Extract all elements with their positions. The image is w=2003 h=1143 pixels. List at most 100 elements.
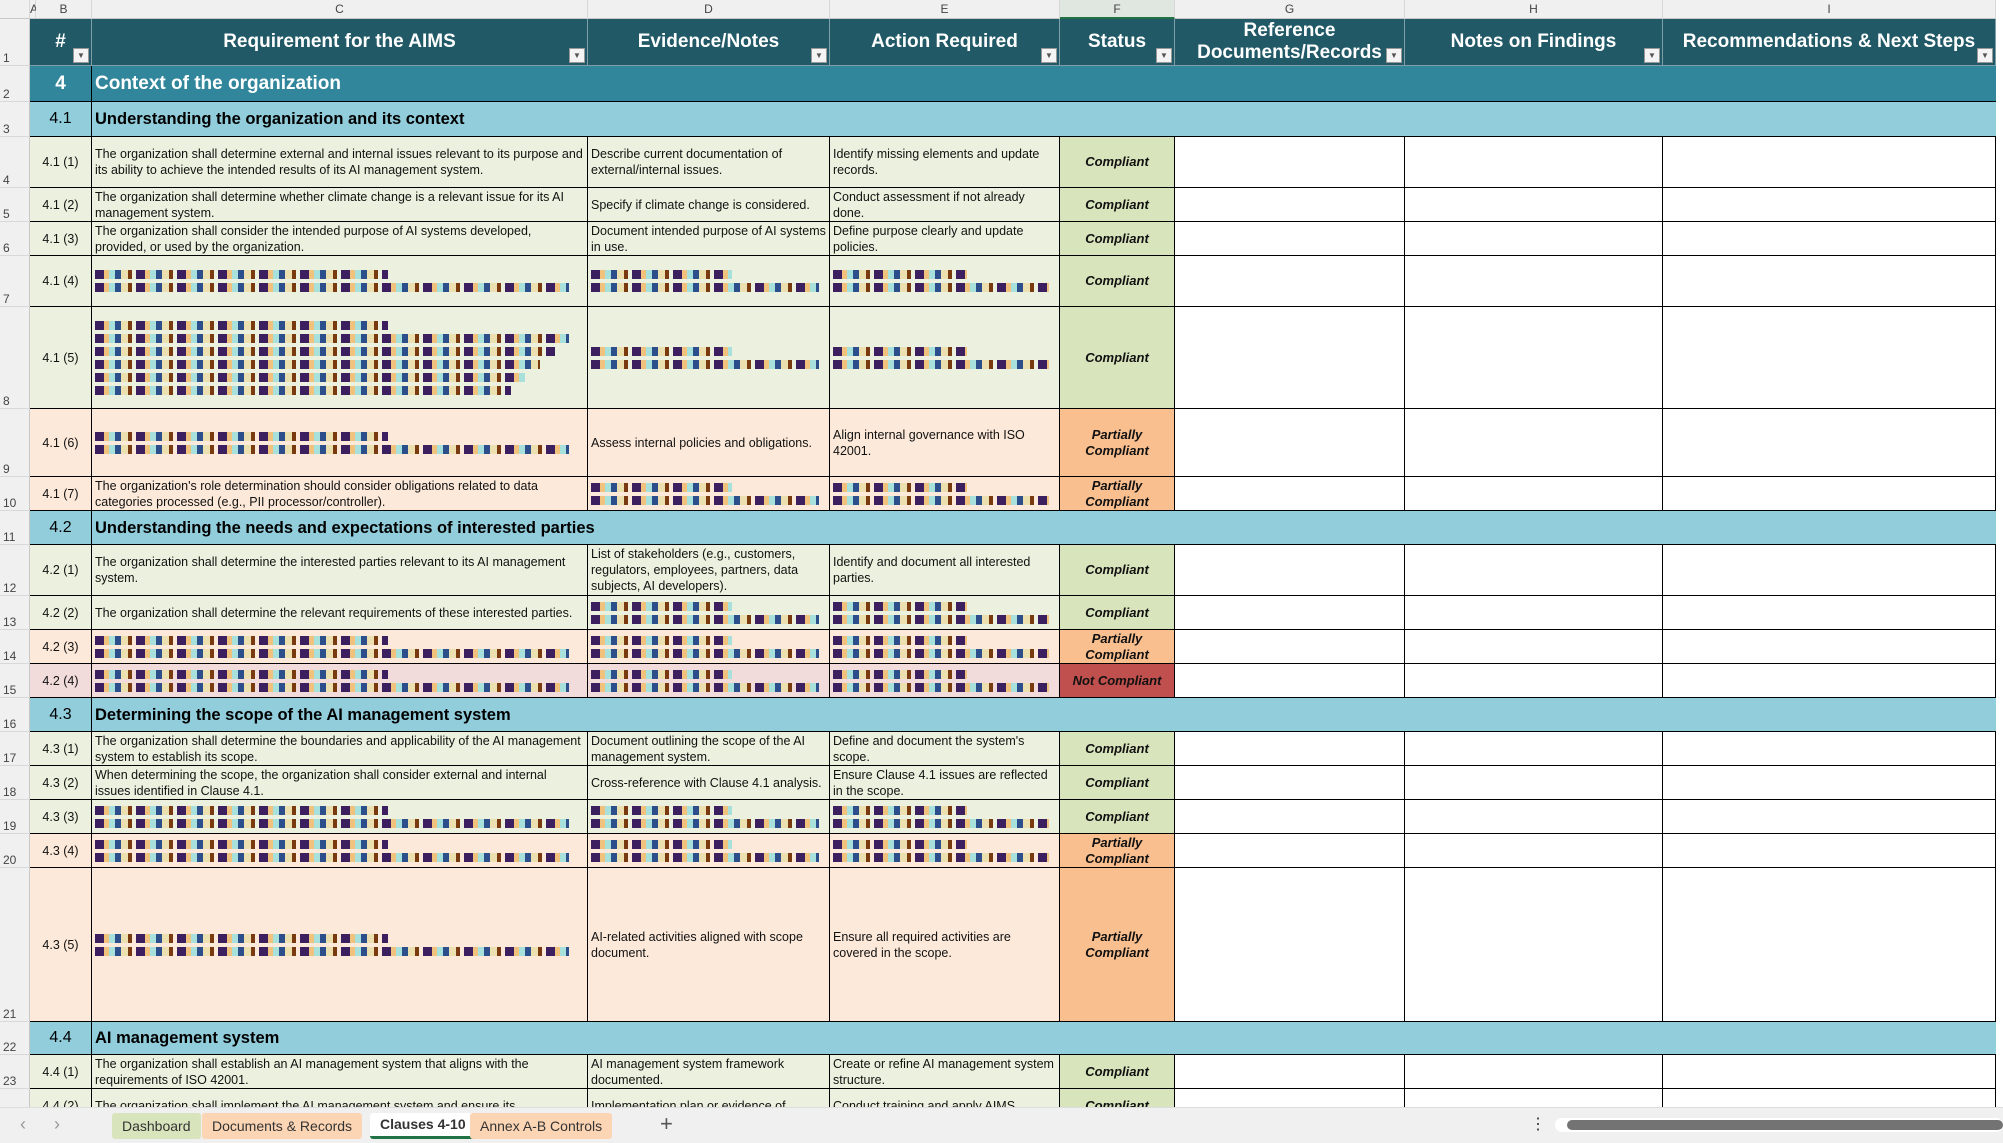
reference-cell[interactable] xyxy=(1175,664,1405,698)
evidence-cell[interactable] xyxy=(588,630,830,664)
column-header-i[interactable]: I xyxy=(1663,0,1996,19)
requirement-row[interactable]: 4.3 (1) The organization shall determine … xyxy=(30,732,1996,766)
row-header[interactable]: 23 xyxy=(0,1055,30,1089)
row-header[interactable]: 3 xyxy=(0,102,30,137)
row-header[interactable]: 17 xyxy=(0,732,30,766)
row-header[interactable]: 24 xyxy=(0,1089,30,1107)
row-header[interactable]: 15 xyxy=(0,664,30,698)
status-cell[interactable]: Compliant xyxy=(1060,1089,1175,1107)
requirement-row[interactable]: 4.1 (5) Compliant xyxy=(30,307,1996,409)
action-cell[interactable]: Ensure Clause 4.1 issues are reflected i… xyxy=(830,766,1060,800)
horizontal-scrollbar[interactable] xyxy=(1555,1118,2003,1132)
row-header[interactable]: 14 xyxy=(0,630,30,664)
requirement-cell[interactable]: When determining the scope, the organiza… xyxy=(92,766,588,800)
requirement-cell[interactable] xyxy=(92,664,588,698)
reference-cell[interactable] xyxy=(1175,307,1405,409)
status-cell[interactable]: Partially Compliant xyxy=(1060,409,1175,477)
recommendations-cell[interactable] xyxy=(1663,1089,1996,1107)
action-cell[interactable]: Define purpose clearly and update polici… xyxy=(830,222,1060,256)
status-cell[interactable]: Compliant xyxy=(1060,766,1175,800)
row-header[interactable]: 11 xyxy=(0,511,30,545)
reference-cell[interactable] xyxy=(1175,800,1405,834)
status-cell[interactable]: Compliant xyxy=(1060,800,1175,834)
requirement-cell[interactable]: The organization shall establish an AI m… xyxy=(92,1055,588,1089)
dropdown-arrow-icon[interactable]: ▼ xyxy=(1041,48,1057,63)
reference-cell[interactable] xyxy=(1175,409,1405,477)
action-cell[interactable]: Conduct assessment if not already done. xyxy=(830,188,1060,222)
dropdown-arrow-icon[interactable]: ▼ xyxy=(1644,48,1660,63)
dropdown-arrow-icon[interactable]: ▼ xyxy=(569,48,585,63)
recommendations-cell[interactable] xyxy=(1663,664,1996,698)
row-header[interactable]: 1 xyxy=(0,19,30,66)
recommendations-cell[interactable] xyxy=(1663,630,1996,664)
status-cell[interactable]: Compliant xyxy=(1060,188,1175,222)
findings-cell[interactable] xyxy=(1405,1089,1663,1107)
action-cell[interactable]: Align internal governance with ISO 42001… xyxy=(830,409,1060,477)
action-cell[interactable]: Ensure all required activities are cover… xyxy=(830,868,1060,1022)
action-cell[interactable]: Identify and document all interested par… xyxy=(830,545,1060,596)
requirement-cell[interactable]: The organization's role determination sh… xyxy=(92,477,588,511)
recommendations-cell[interactable] xyxy=(1663,1055,1996,1089)
status-cell[interactable]: Compliant xyxy=(1060,1055,1175,1089)
action-cell[interactable] xyxy=(830,800,1060,834)
sheet-tab[interactable]: Dashboard xyxy=(112,1113,201,1139)
recommendations-cell[interactable] xyxy=(1663,409,1996,477)
action-cell[interactable] xyxy=(830,596,1060,630)
reference-cell[interactable] xyxy=(1175,1089,1405,1107)
status-cell[interactable]: Partially Compliant xyxy=(1060,630,1175,664)
row-header[interactable]: 6 xyxy=(0,222,30,256)
recommendations-cell[interactable] xyxy=(1663,477,1996,511)
evidence-cell[interactable] xyxy=(588,256,830,307)
requirement-row[interactable]: 4.2 (1) The organization shall determine … xyxy=(30,545,1996,596)
findings-cell[interactable] xyxy=(1405,766,1663,800)
subsection-row[interactable]: 4.4 AI management system xyxy=(30,1022,1996,1055)
requirement-cell[interactable] xyxy=(92,307,588,409)
findings-cell[interactable] xyxy=(1405,409,1663,477)
requirement-cell[interactable] xyxy=(92,868,588,1022)
column-header-f[interactable]: F xyxy=(1060,0,1175,19)
requirement-cell[interactable] xyxy=(92,256,588,307)
evidence-cell[interactable]: Specify if climate change is considered. xyxy=(588,188,830,222)
subsection-row[interactable]: 4.3 Determining the scope of the AI manag… xyxy=(30,698,1996,732)
row-header[interactable]: 9 xyxy=(0,409,30,477)
requirement-row[interactable]: 4.2 (3) Partially Compliant xyxy=(30,630,1996,664)
row-header[interactable]: 20 xyxy=(0,834,30,868)
requirement-cell[interactable]: The organization shall determine the rel… xyxy=(92,596,588,630)
requirement-cell[interactable]: The organization shall determine the bou… xyxy=(92,732,588,766)
requirement-row[interactable]: 4.3 (5) AI-related activities aligned wit… xyxy=(30,868,1996,1022)
subsection-row[interactable]: 4.1 Understanding the organization and it… xyxy=(30,102,1996,137)
requirement-cell[interactable]: The organization shall determine the int… xyxy=(92,545,588,596)
recommendations-cell[interactable] xyxy=(1663,766,1996,800)
row-header[interactable]: 22 xyxy=(0,1022,30,1055)
status-cell[interactable]: Compliant xyxy=(1060,596,1175,630)
evidence-cell[interactable]: AI-related activities aligned with scope… xyxy=(588,868,830,1022)
column-header-a[interactable]: A xyxy=(30,0,38,19)
sheet-tab[interactable]: Documents & Records xyxy=(202,1113,363,1139)
requirement-row[interactable]: 4.4 (2) The organization shall implement … xyxy=(30,1089,1996,1107)
select-all-corner[interactable] xyxy=(0,0,30,19)
evidence-cell[interactable]: List of stakeholders (e.g., customers, r… xyxy=(588,545,830,596)
findings-cell[interactable] xyxy=(1405,1055,1663,1089)
action-cell[interactable]: Conduct training and apply AIMS xyxy=(830,1089,1060,1107)
column-header-c[interactable]: C xyxy=(92,0,588,19)
requirement-row[interactable]: 4.1 (1) The organization shall determine … xyxy=(30,137,1996,188)
evidence-cell[interactable] xyxy=(588,596,830,630)
findings-cell[interactable] xyxy=(1405,664,1663,698)
findings-cell[interactable] xyxy=(1405,800,1663,834)
status-cell[interactable]: Not Compliant xyxy=(1060,664,1175,698)
row-header[interactable]: 7 xyxy=(0,256,30,307)
row-header[interactable]: 4 xyxy=(0,137,30,188)
status-cell[interactable]: Partially Compliant xyxy=(1060,477,1175,511)
evidence-cell[interactable] xyxy=(588,800,830,834)
reference-cell[interactable] xyxy=(1175,477,1405,511)
action-cell[interactable]: Identify missing elements and update rec… xyxy=(830,137,1060,188)
action-cell[interactable] xyxy=(830,834,1060,868)
findings-cell[interactable] xyxy=(1405,732,1663,766)
scrollbar-thumb[interactable] xyxy=(1567,1120,2003,1130)
recommendations-cell[interactable] xyxy=(1663,256,1996,307)
findings-cell[interactable] xyxy=(1405,307,1663,409)
status-cell[interactable]: Compliant xyxy=(1060,137,1175,188)
requirement-row[interactable]: 4.1 (6) Assess internal policies and obli… xyxy=(30,409,1996,477)
sheet-tab[interactable]: Annex A-B Controls xyxy=(470,1113,613,1139)
requirement-row[interactable]: 4.1 (3) The organization shall consider t… xyxy=(30,222,1996,256)
